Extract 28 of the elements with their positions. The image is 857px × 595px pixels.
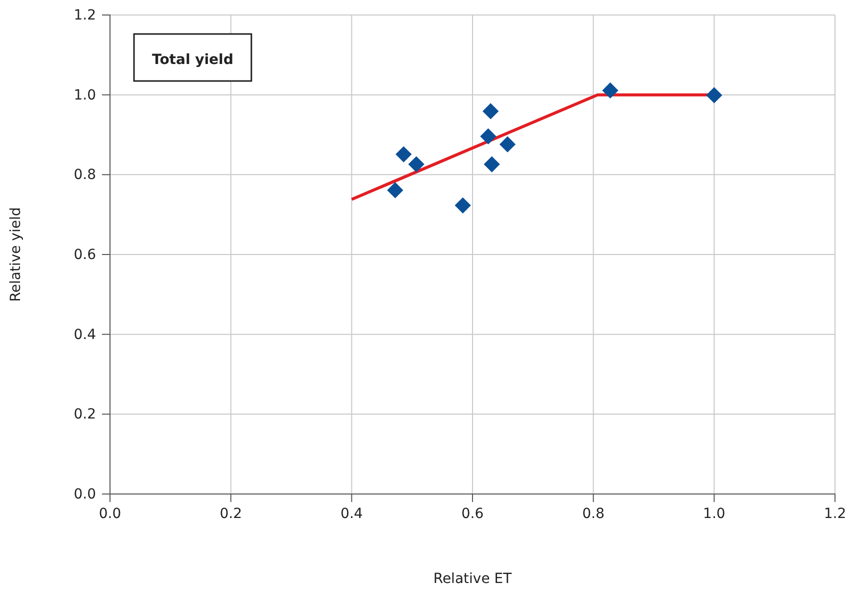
x-tick-label: 0.2 [220, 506, 242, 522]
annotation: Total yield [152, 52, 234, 68]
x-tick-label: 1.0 [703, 506, 726, 522]
point [602, 82, 618, 99]
point [387, 182, 404, 198]
y-tick-label: 0.6 [74, 246, 96, 263]
y-tick-label: 1.2 [74, 7, 96, 24]
y-tick-label: 0.4 [74, 326, 96, 343]
point [484, 156, 500, 172]
y-tick-label: 0.2 [74, 406, 96, 423]
x-tick-label: 0.6 [461, 506, 484, 522]
x-axis-title: Relative ET [433, 571, 512, 587]
point [482, 103, 499, 120]
point [454, 197, 471, 214]
point [396, 146, 412, 162]
y-tick-label: 0.8 [74, 167, 96, 184]
text-box: Total yield [133, 33, 252, 82]
point [480, 128, 496, 144]
point [706, 87, 722, 104]
x-tick-label: 1.2 [824, 506, 846, 522]
point [499, 136, 516, 152]
y-tick-label: 1.0 [74, 87, 96, 104]
x-tick-label: 0.4 [340, 506, 363, 522]
x-tick-label: 0.8 [582, 506, 604, 522]
y-axis-title: Relative yield [8, 207, 24, 302]
point [408, 156, 424, 172]
y-tick-label: 0.0 [74, 486, 96, 502]
x-tick-label: 0.0 [98, 506, 122, 522]
